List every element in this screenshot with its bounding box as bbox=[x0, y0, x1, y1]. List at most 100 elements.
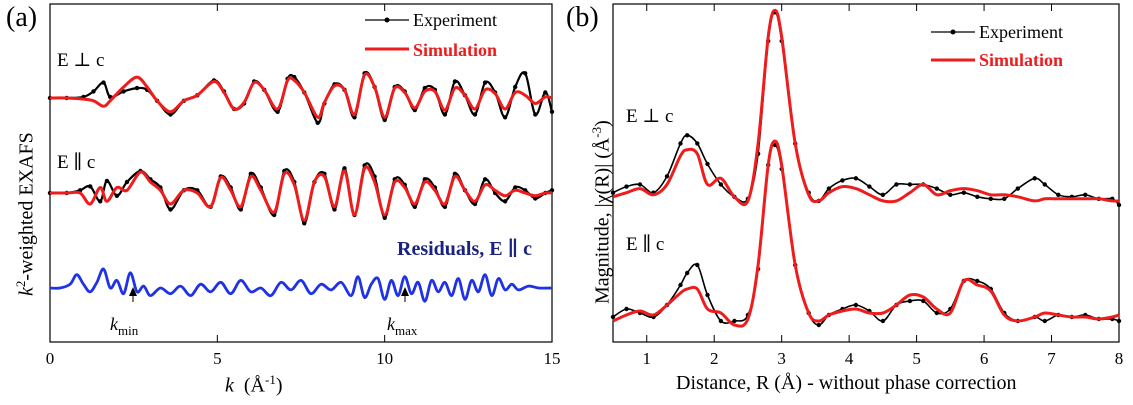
panel-b-chart: 1 2 3 4 5 6 7 8 E ⊥ c E ∥ c Experiment Simulati… bbox=[610, 3, 1123, 368]
panel-a-xticks: 0 5 10 15 bbox=[46, 4, 560, 368]
kmin-marker: kmin bbox=[110, 287, 139, 338]
xlabel-unit: (Å bbox=[243, 374, 265, 397]
legend-a-sim-text: Simulation bbox=[413, 40, 497, 60]
ft-exp-par-point bbox=[1042, 318, 1047, 324]
ft-exp-par-point bbox=[678, 282, 683, 288]
ft-exp-perp-point bbox=[1042, 182, 1047, 187]
exp-perp-point bbox=[472, 112, 478, 117]
exp-par-point bbox=[124, 179, 130, 185]
exp-par-point bbox=[98, 199, 103, 204]
legend-b-sim-text: Simulation bbox=[979, 50, 1063, 70]
ft-exp-perp-point bbox=[1032, 176, 1037, 181]
exp-par-point bbox=[332, 207, 337, 212]
ft-exp-par-point bbox=[921, 298, 926, 304]
xtick-label: 5 bbox=[912, 349, 921, 368]
exp-perp-point bbox=[549, 109, 555, 115]
exp-par-point bbox=[533, 196, 538, 201]
ft-exp-par-line bbox=[612, 144, 1120, 326]
panel-a-xlabel: k (Å-1) bbox=[225, 372, 283, 398]
label-par-b: E ∥ c bbox=[626, 234, 664, 255]
kmax-sub: max bbox=[395, 323, 418, 338]
exp-perp-point bbox=[543, 90, 548, 95]
svg-text:kmin: kmin bbox=[110, 314, 139, 338]
ft-exp-perp-point bbox=[610, 190, 616, 195]
exp-par-point bbox=[168, 207, 173, 212]
exp-perp-point bbox=[275, 109, 280, 115]
exp-perp-point bbox=[101, 80, 106, 85]
ft-exp-perp-point bbox=[867, 184, 872, 189]
xtick-label: 7 bbox=[1047, 349, 1056, 368]
xtick-label: 5 bbox=[213, 349, 222, 368]
ft-exp-par-point bbox=[732, 318, 737, 324]
ft-exp-par-point bbox=[624, 306, 629, 312]
ylabel-rest: -weighted EXAFS bbox=[15, 132, 38, 281]
panel-b-letter: (b) bbox=[566, 2, 599, 33]
legend-a-exp-text: Experiment bbox=[413, 10, 497, 30]
exp-par-point bbox=[472, 201, 478, 207]
ft-exp-par-point bbox=[685, 270, 690, 276]
exp-perp-point bbox=[523, 71, 528, 76]
exp-perp-point bbox=[121, 89, 126, 94]
exp-par-point bbox=[88, 184, 93, 189]
ft-exp-par-point bbox=[934, 310, 939, 316]
exp-par-point bbox=[482, 177, 488, 182]
xtick-label: 10 bbox=[376, 349, 393, 368]
legend-b-exp-text: Experiment bbox=[979, 22, 1063, 42]
ft-exp-perp-point bbox=[988, 196, 993, 201]
panel-a-chart: 0 5 10 15 E ⊥ c E ∥ c Residuals, E ∥ c Expe… bbox=[46, 3, 560, 368]
exp-perp-point bbox=[134, 85, 140, 91]
ft-exp-perp-point bbox=[934, 186, 939, 191]
xlabel-close: ) bbox=[275, 374, 283, 397]
xtick-label: 8 bbox=[1115, 349, 1124, 368]
kmax-marker: kmax bbox=[387, 287, 418, 338]
exp-par-point bbox=[114, 193, 120, 198]
exp-perp-point bbox=[533, 112, 538, 117]
panel-b-frame bbox=[612, 3, 1120, 343]
xtick-label: 1 bbox=[642, 349, 651, 368]
exp-par-point bbox=[513, 185, 518, 190]
ylabel-b-sup: -3 bbox=[589, 126, 604, 138]
ft-sim-perp-line bbox=[612, 8, 1120, 207]
exp-par-point bbox=[104, 178, 110, 184]
ft-exp-perp-point bbox=[1083, 192, 1088, 197]
ft-exp-perp-point bbox=[975, 194, 980, 199]
ft-exp-par-point bbox=[705, 292, 710, 298]
exp-perp-point bbox=[513, 84, 518, 90]
residuals-line bbox=[49, 267, 553, 303]
exp-par-point bbox=[342, 166, 347, 171]
ft-exp-perp-point bbox=[1056, 192, 1061, 197]
xtick-label: 0 bbox=[46, 349, 55, 368]
ft-exp-perp-point bbox=[961, 190, 966, 195]
panel-b-xticks: 1 2 3 4 5 6 7 8 bbox=[642, 4, 1123, 368]
panel-b-legend: Experiment Simulation bbox=[931, 22, 1063, 70]
panel-a-letter: (a) bbox=[6, 2, 38, 33]
xtick-label: 2 bbox=[710, 349, 719, 368]
ft-exp-perp-point bbox=[705, 161, 710, 167]
exp-perp-point bbox=[91, 89, 96, 94]
panel-a-legend: Experiment Simulation bbox=[365, 10, 497, 60]
ft-exp-perp-point bbox=[894, 182, 899, 187]
xlabel-unit-sup: -1 bbox=[265, 372, 276, 387]
kmin-arrow bbox=[129, 287, 137, 296]
panel-b-xlabel: Distance, R (Å) - without phase correcti… bbox=[676, 372, 1017, 394]
xtick-label: 6 bbox=[980, 349, 989, 368]
ft-exp-perp-point bbox=[685, 133, 690, 138]
exp-par-point bbox=[302, 221, 307, 226]
xtick-label: 3 bbox=[777, 349, 786, 368]
ft-exp-perp-point bbox=[826, 186, 832, 191]
xtick-label: 15 bbox=[544, 349, 561, 368]
legend-b-exp-marker bbox=[950, 29, 956, 35]
ft-exp-par-point bbox=[1116, 318, 1122, 324]
kmin-k: k bbox=[110, 314, 119, 334]
exp-perp-point bbox=[168, 112, 173, 117]
ft-exp-par-point bbox=[718, 318, 724, 324]
ft-exp-perp-point bbox=[840, 178, 845, 183]
ft-exp-par-point bbox=[853, 302, 859, 308]
ft-exp-par-point bbox=[816, 322, 821, 328]
panel-a-frame bbox=[49, 3, 553, 343]
panel-a-ylabel: k2-weighted EXAFS bbox=[13, 132, 39, 296]
ft-exp-perp-point bbox=[624, 184, 629, 189]
legend-a-exp-marker bbox=[384, 17, 390, 23]
xtick-label: 4 bbox=[845, 349, 854, 368]
ft-exp-par-point bbox=[880, 318, 886, 324]
